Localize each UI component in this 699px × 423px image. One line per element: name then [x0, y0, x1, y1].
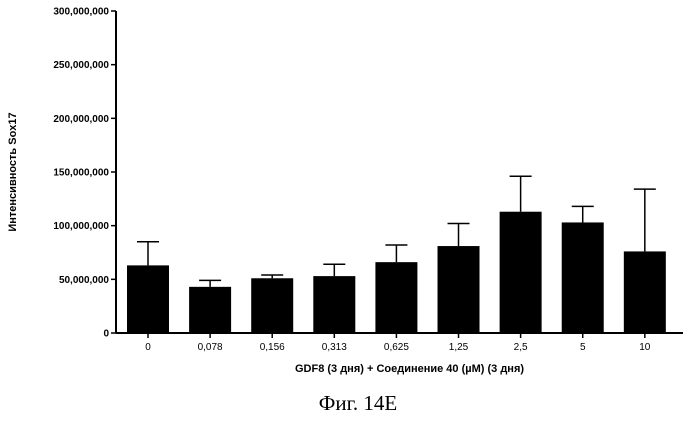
x-tick-label: 0 — [145, 342, 151, 353]
bar — [438, 246, 480, 333]
y-tick-label: 200,000,000 — [53, 114, 109, 125]
bars — [127, 176, 666, 333]
x-tick-label: 5 — [580, 342, 586, 353]
figure-caption: Фиг. 14E — [319, 391, 397, 415]
x-tick-label: 1,25 — [449, 342, 469, 353]
chart: 0 50,000,000 100,000,000 150,000,000 200,000… — [0, 0, 699, 418]
bar — [624, 251, 666, 333]
bar — [375, 262, 417, 333]
y-axis-title: Интенсивность Sox17 — [7, 112, 19, 231]
y-axis-ticks: 0 50,000,000 100,000,000 150,000,000 200,000… — [53, 7, 116, 340]
y-tick-label: 300,000,000 — [53, 7, 109, 18]
x-tick-label: 0,313 — [322, 342, 347, 353]
x-axis-ticks: 0 0,078 0,156 0,313 0,625 1,25 2,5 5 10 — [145, 333, 651, 353]
bar — [251, 278, 293, 333]
bar — [189, 287, 231, 333]
y-tick-label: 250,000,000 — [53, 60, 109, 71]
bar — [313, 276, 355, 333]
chart-svg: 0 50,000,000 100,000,000 150,000,000 200,000… — [0, 0, 699, 418]
y-tick-label: 50,000,000 — [59, 275, 109, 286]
x-tick-label: 0,078 — [198, 342, 223, 353]
x-tick-label: 0,156 — [260, 342, 285, 353]
bar — [562, 222, 604, 333]
x-tick-label: 0,625 — [384, 342, 409, 353]
x-tick-label: 10 — [639, 342, 651, 353]
y-tick-label: 100,000,000 — [53, 221, 109, 232]
bar — [500, 212, 542, 333]
bar — [127, 265, 169, 333]
y-tick-label: 150,000,000 — [53, 168, 109, 179]
x-tick-label: 2,5 — [514, 342, 528, 353]
y-tick-label: 0 — [103, 329, 109, 340]
x-axis-title: GDF8 (3 дня) + Соединение 40 (µM) (3 дня… — [295, 363, 524, 375]
